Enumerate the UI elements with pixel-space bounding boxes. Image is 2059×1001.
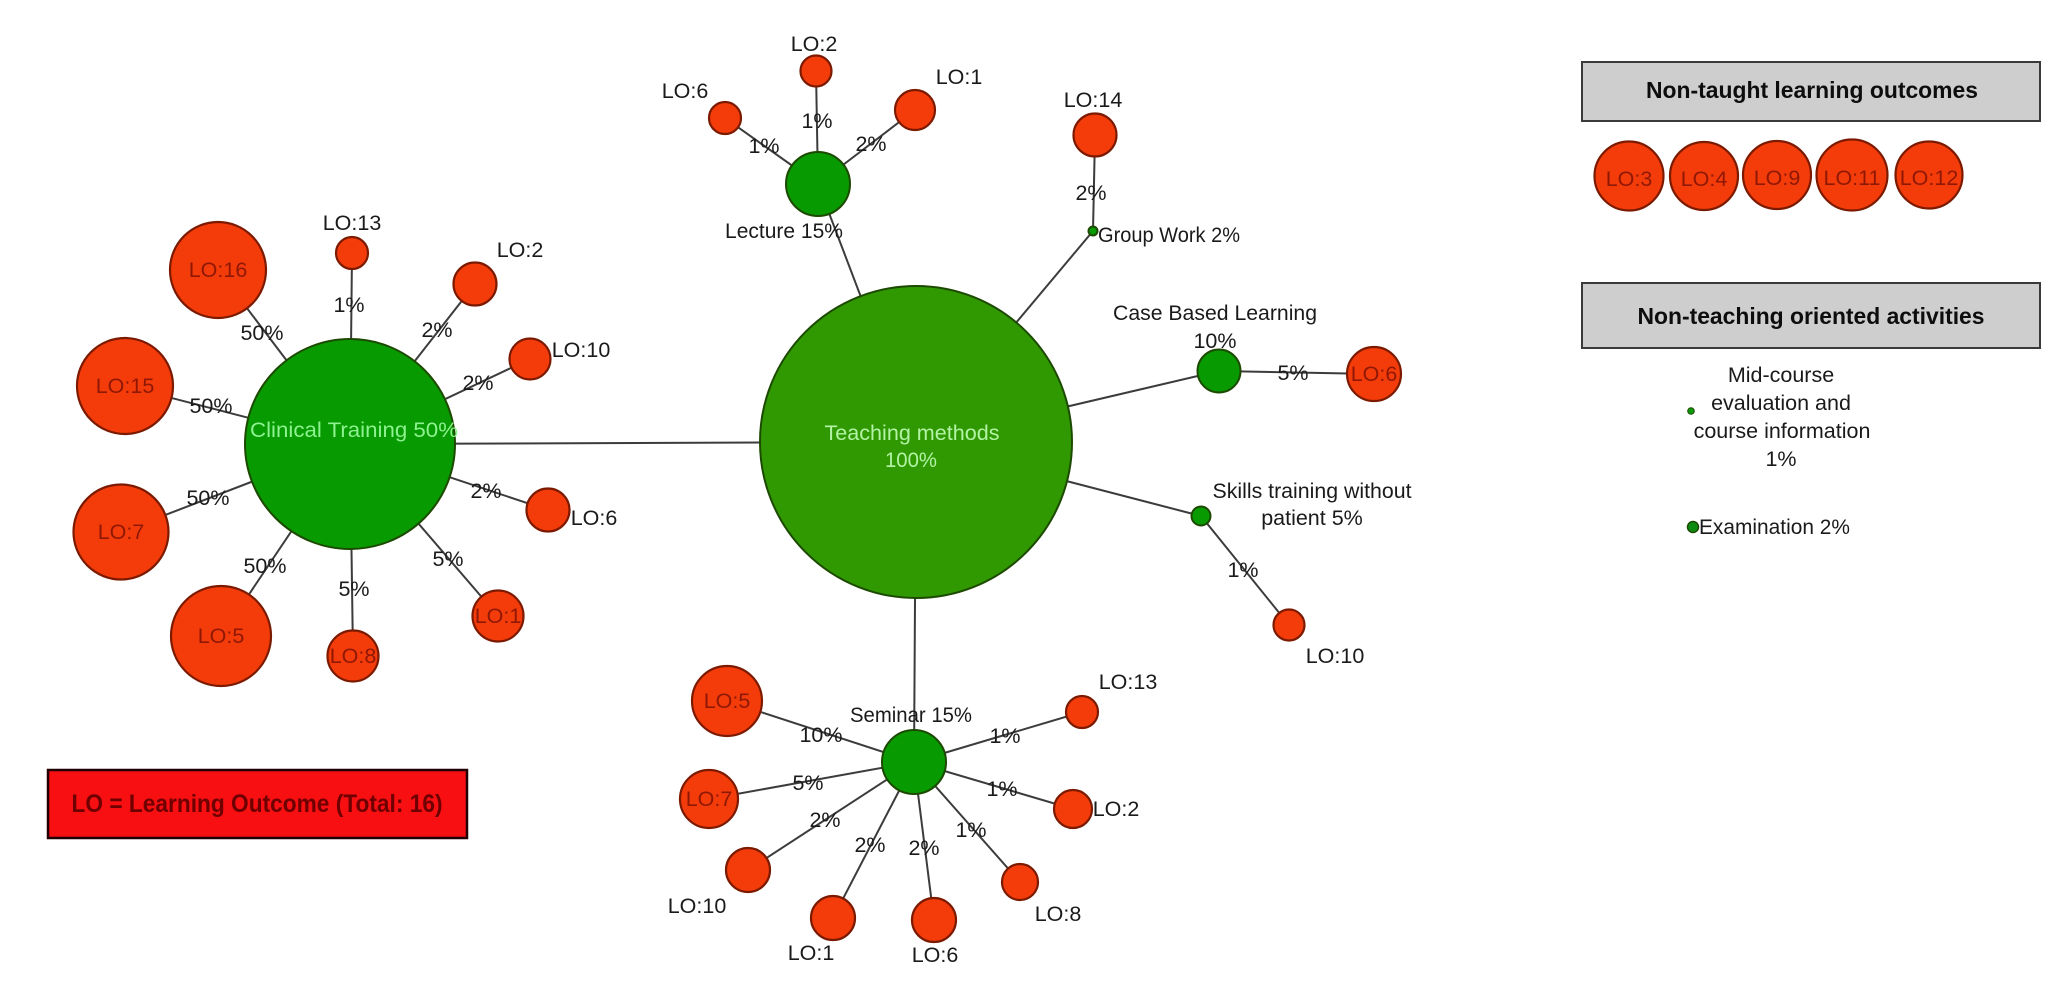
svg-text:10%: 10% (1193, 329, 1236, 353)
svg-text:Teaching methods: Teaching methods (825, 421, 1000, 445)
svg-text:Group Work 2%: Group Work 2% (1098, 223, 1240, 247)
svg-text:5%: 5% (432, 547, 463, 571)
svg-text:2%: 2% (908, 836, 939, 860)
svg-text:50%: 50% (186, 486, 229, 510)
svg-text:2%: 2% (809, 808, 840, 832)
svg-text:LO:7: LO:7 (686, 787, 733, 811)
svg-text:2%: 2% (421, 318, 452, 342)
svg-text:LO:2: LO:2 (1093, 797, 1140, 821)
svg-text:LO:1: LO:1 (788, 941, 835, 965)
svg-text:5%: 5% (1277, 361, 1308, 385)
svg-text:LO:13: LO:13 (323, 211, 382, 235)
svg-text:LO:12: LO:12 (1900, 166, 1959, 190)
svg-text:50%: 50% (243, 554, 286, 578)
svg-text:LO:11: LO:11 (1824, 166, 1881, 190)
svg-text:LO:5: LO:5 (704, 689, 751, 713)
svg-text:LO:13: LO:13 (1099, 670, 1158, 694)
svg-text:LO:6: LO:6 (662, 79, 709, 103)
svg-text:LO:2: LO:2 (791, 32, 838, 56)
svg-text:LO:10: LO:10 (668, 894, 727, 918)
svg-text:LO:6: LO:6 (1351, 362, 1398, 386)
svg-text:2%: 2% (855, 132, 886, 156)
svg-text:LO:8: LO:8 (330, 644, 377, 668)
svg-text:LO:4: LO:4 (1681, 167, 1728, 191)
svg-text:LO:5: LO:5 (198, 624, 245, 648)
svg-text:LO:10: LO:10 (552, 338, 611, 362)
svg-text:Clinical Training 50%: Clinical Training 50% (250, 418, 458, 442)
svg-text:1%: 1% (986, 777, 1017, 801)
svg-text:evaluation and: evaluation and (1711, 391, 1851, 415)
svg-text:10%: 10% (799, 723, 842, 747)
svg-text:LO:7: LO:7 (98, 520, 145, 544)
svg-text:2%: 2% (462, 371, 493, 395)
svg-text:Lecture 15%: Lecture 15% (725, 219, 843, 243)
svg-text:Skills training without: Skills training without (1213, 479, 1412, 503)
svg-text:2%: 2% (470, 479, 501, 503)
svg-text:LO = Learning Outcome (Total:: LO = Learning Outcome (Total: 16) (72, 790, 443, 818)
svg-text:1%: 1% (955, 818, 986, 842)
svg-text:50%: 50% (189, 394, 232, 418)
svg-text:2%: 2% (854, 833, 885, 857)
svg-text:LO:16: LO:16 (189, 258, 248, 282)
svg-text:LO:8: LO:8 (1035, 902, 1082, 926)
svg-text:LO:15: LO:15 (96, 374, 155, 398)
svg-text:LO:3: LO:3 (1606, 167, 1653, 191)
svg-text:course information: course information (1694, 419, 1871, 443)
svg-text:1%: 1% (989, 724, 1020, 748)
svg-text:Examination 2%: Examination 2% (1699, 515, 1850, 539)
svg-text:LO:2: LO:2 (497, 238, 544, 262)
svg-text:Mid-course: Mid-course (1728, 363, 1834, 387)
svg-text:1%: 1% (748, 134, 779, 158)
svg-text:1%: 1% (1227, 558, 1258, 582)
svg-text:LO:1: LO:1 (936, 65, 983, 89)
svg-text:5%: 5% (338, 577, 369, 601)
svg-text:Non-taught learning outcomes: Non-taught learning outcomes (1646, 77, 1978, 103)
svg-text:1%: 1% (333, 293, 364, 317)
svg-text:LO:10: LO:10 (1306, 644, 1365, 668)
svg-text:LO:14: LO:14 (1064, 88, 1123, 112)
svg-text:LO:6: LO:6 (912, 943, 959, 967)
svg-text:Non-teaching oriented activiti: Non-teaching oriented activities (1638, 303, 1985, 329)
svg-text:1%: 1% (1765, 447, 1796, 471)
svg-text:LO:6: LO:6 (571, 506, 618, 530)
svg-text:2%: 2% (1075, 181, 1106, 205)
svg-text:LO:1: LO:1 (475, 604, 522, 628)
svg-text:Seminar 15%: Seminar 15% (850, 703, 972, 727)
svg-text:100%: 100% (885, 448, 937, 472)
svg-text:50%: 50% (240, 321, 283, 345)
svg-text:Case Based Learning: Case Based Learning (1113, 301, 1317, 325)
svg-text:patient 5%: patient 5% (1261, 506, 1363, 530)
svg-text:5%: 5% (792, 771, 823, 795)
svg-text:1%: 1% (801, 109, 832, 133)
svg-text:LO:9: LO:9 (1754, 166, 1801, 190)
